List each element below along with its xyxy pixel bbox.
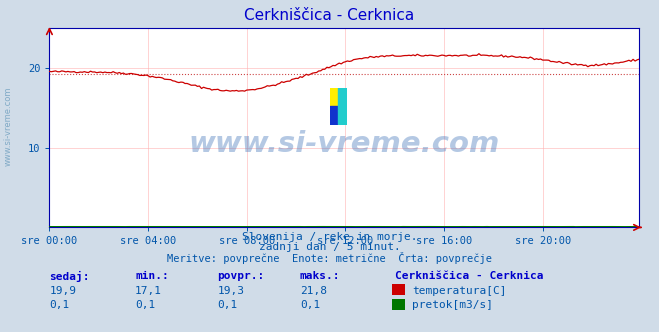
Text: 0,1: 0,1 (300, 300, 320, 310)
Text: Cerkniščica - Cerknica: Cerkniščica - Cerknica (244, 8, 415, 23)
Text: Slovenija / reke in morje.: Slovenija / reke in morje. (242, 232, 417, 242)
Text: temperatura[C]: temperatura[C] (412, 286, 506, 295)
Text: 0,1: 0,1 (49, 300, 70, 310)
Text: 19,9: 19,9 (49, 286, 76, 295)
Text: www.si-vreme.com: www.si-vreme.com (4, 86, 13, 166)
Text: 19,3: 19,3 (217, 286, 244, 295)
Text: Cerkniščica - Cerknica: Cerkniščica - Cerknica (395, 271, 544, 281)
Text: 17,1: 17,1 (135, 286, 162, 295)
Text: povpr.:: povpr.: (217, 271, 265, 281)
Text: www.si-vreme.com: www.si-vreme.com (188, 130, 500, 158)
Text: pretok[m3/s]: pretok[m3/s] (412, 300, 493, 310)
Text: 21,8: 21,8 (300, 286, 327, 295)
Text: zadnji dan / 5 minut.: zadnji dan / 5 minut. (258, 242, 401, 252)
Text: maks.:: maks.: (300, 271, 340, 281)
Text: Meritve: povprečne  Enote: metrične  Črta: povprečje: Meritve: povprečne Enote: metrične Črta:… (167, 252, 492, 264)
Text: min.:: min.: (135, 271, 169, 281)
Text: 0,1: 0,1 (135, 300, 156, 310)
Text: 0,1: 0,1 (217, 300, 238, 310)
Text: sedaj:: sedaj: (49, 271, 90, 282)
